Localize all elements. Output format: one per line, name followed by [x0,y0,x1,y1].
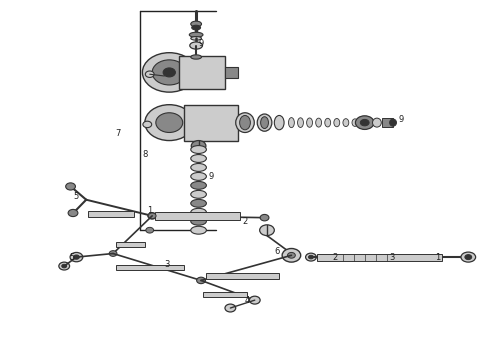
Ellipse shape [70,252,83,262]
Bar [155,212,240,220]
Ellipse shape [145,105,194,140]
Bar [179,56,225,89]
Ellipse shape [372,118,381,127]
Ellipse shape [190,42,202,49]
Text: 1: 1 [436,253,441,262]
Ellipse shape [249,296,260,304]
Ellipse shape [343,119,349,127]
Ellipse shape [309,255,314,259]
Ellipse shape [191,181,206,189]
Ellipse shape [74,255,79,259]
Ellipse shape [461,252,476,262]
Bar [116,265,184,270]
Bar [225,67,238,78]
Ellipse shape [191,217,206,225]
Text: 9: 9 [399,114,404,123]
Ellipse shape [146,71,154,77]
Text: 3: 3 [389,253,394,262]
Ellipse shape [143,53,196,92]
Ellipse shape [152,60,186,85]
Ellipse shape [240,116,250,130]
Ellipse shape [191,55,201,59]
Ellipse shape [191,21,201,27]
Ellipse shape [352,119,358,126]
Ellipse shape [297,118,303,127]
Ellipse shape [143,121,152,128]
Ellipse shape [148,213,156,219]
Ellipse shape [191,37,201,40]
Ellipse shape [189,32,203,37]
Text: 7: 7 [115,129,121,138]
Ellipse shape [288,252,295,258]
Bar [203,292,247,297]
Ellipse shape [282,248,301,262]
Ellipse shape [163,68,175,77]
Ellipse shape [59,262,70,270]
Ellipse shape [191,140,206,151]
Ellipse shape [355,116,374,130]
Ellipse shape [62,264,67,268]
Ellipse shape [390,119,396,126]
Text: 2: 2 [333,253,338,262]
Ellipse shape [289,118,294,128]
Ellipse shape [325,118,331,127]
Text: 9: 9 [198,39,204,48]
Ellipse shape [260,225,274,235]
Ellipse shape [146,227,154,233]
Ellipse shape [307,118,313,127]
Ellipse shape [334,118,340,127]
Ellipse shape [191,190,206,198]
Ellipse shape [274,116,284,130]
Ellipse shape [257,114,272,131]
Ellipse shape [191,208,206,216]
Text: 3: 3 [164,260,170,269]
Text: 5: 5 [69,253,74,262]
Bar [318,253,442,261]
Bar [88,211,134,217]
Ellipse shape [191,226,206,234]
Ellipse shape [191,163,206,171]
Text: 1: 1 [147,206,152,215]
Bar [116,242,145,247]
Text: 9: 9 [208,172,214,181]
Ellipse shape [148,213,157,219]
Ellipse shape [225,304,236,312]
Ellipse shape [236,113,254,132]
Ellipse shape [191,172,206,180]
Ellipse shape [68,210,78,217]
Ellipse shape [191,145,206,153]
Ellipse shape [260,215,269,221]
Text: 8: 8 [142,150,147,159]
Text: 4: 4 [245,296,250,305]
Ellipse shape [192,25,200,30]
Ellipse shape [196,277,205,284]
Bar [382,118,392,127]
Text: 6: 6 [274,247,279,256]
Ellipse shape [66,183,75,190]
Ellipse shape [465,255,472,260]
Ellipse shape [156,113,183,132]
Text: 5: 5 [74,192,79,201]
Bar [184,105,238,140]
Text: 2: 2 [243,217,247,226]
Ellipse shape [261,117,269,129]
Ellipse shape [306,253,317,261]
Ellipse shape [191,199,206,207]
Ellipse shape [360,120,369,126]
Bar [206,273,279,279]
Ellipse shape [191,154,206,162]
Ellipse shape [316,118,321,127]
Ellipse shape [109,251,117,256]
